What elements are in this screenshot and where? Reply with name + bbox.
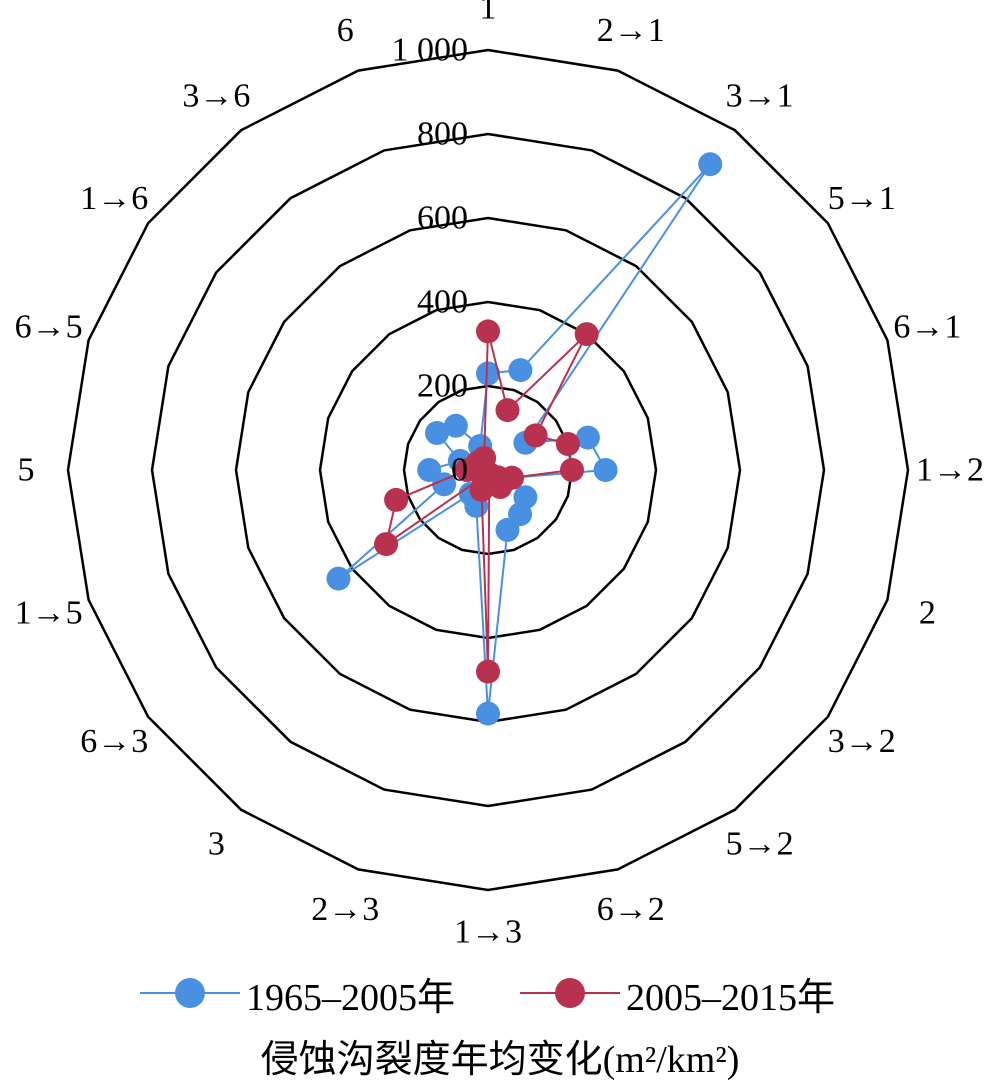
series-2-point [476, 319, 500, 344]
category-label: 1→6 [80, 180, 148, 217]
category-label: 6→3 [80, 723, 148, 760]
series-1-point [508, 358, 533, 383]
series-1-point [476, 701, 500, 726]
category-label: 1→2 [916, 452, 984, 489]
radial-tick-label: 1 000 [392, 32, 469, 69]
radial-tick-label: 0 [451, 452, 468, 489]
series-2-point [495, 398, 520, 423]
legend-label-series-2: 2005–2015年 [626, 976, 836, 1019]
series-2-point [574, 322, 599, 347]
radar-chart: 1 2→1 3→1 5→1 6→1 1→2 2 3→2 5→2 6→2 1→3 2→3 3 6→3 1→5 5… [15, 0, 984, 951]
series-1-point [425, 421, 449, 445]
grid-ring-4 [150, 132, 826, 808]
category-label: 1→3 [454, 914, 522, 951]
category-label: 5→1 [828, 180, 896, 217]
category-label: 5 [18, 452, 35, 489]
series-2-point [555, 432, 580, 456]
category-label: 2→3 [311, 891, 379, 928]
legend-marker-series-1 [140, 958, 240, 1028]
legend-item-series-1: 1965–2005年 [140, 958, 455, 1028]
legend-label-series-1: 1965–2005年 [246, 976, 456, 1019]
category-label: 3→6 [182, 78, 250, 115]
series-2-point [523, 423, 548, 448]
category-label: 3 [208, 825, 225, 862]
category-label: 1 [480, 0, 497, 27]
radial-tick-label: 600 [417, 200, 468, 237]
series-1-point [476, 361, 500, 386]
category-label: 6 [337, 12, 354, 49]
category-label: 6→5 [15, 309, 83, 346]
radar-series [326, 152, 723, 726]
category-label: 3→2 [828, 723, 896, 760]
series-1-point [593, 458, 618, 482]
radar-labels: 1 2→1 3→1 5→1 6→1 1→2 2 3→2 5→2 6→2 1→3 2→3 3 6→3 1→5 5… [15, 0, 984, 951]
series-1-point [443, 413, 468, 438]
radial-tick-label: 200 [417, 368, 468, 405]
series-1-point [698, 152, 723, 177]
series-1-point [495, 517, 520, 542]
legend: 1965–2005年 2005–2015年 [0, 958, 1000, 1028]
category-label: 2 [919, 594, 936, 631]
radial-tick-label: 400 [417, 284, 468, 321]
grid-ring-5 [66, 48, 910, 892]
category-label: 3→1 [726, 78, 794, 115]
axis-caption: 侵蚀沟裂度年均变化(m²/km²) [260, 1039, 740, 1081]
category-label: 6→2 [597, 891, 665, 928]
series-2-point [472, 446, 497, 470]
legend-marker-series-2 [520, 958, 620, 1028]
radial-tick-label: 800 [417, 116, 468, 153]
category-label: 5→2 [726, 825, 794, 862]
series-1-point [575, 425, 600, 450]
series-1-point [417, 458, 442, 482]
series-2-point [374, 532, 399, 557]
series-2-point [560, 458, 584, 482]
series-2-point [384, 487, 409, 512]
category-label: 2→1 [597, 12, 665, 49]
category-label: 6→1 [893, 309, 961, 346]
series-1-point [432, 472, 457, 497]
category-label: 1→5 [15, 594, 83, 631]
series-2-point [476, 659, 500, 684]
legend-item-series-2: 2005–2015年 [520, 958, 835, 1028]
series-1-point [326, 566, 351, 591]
